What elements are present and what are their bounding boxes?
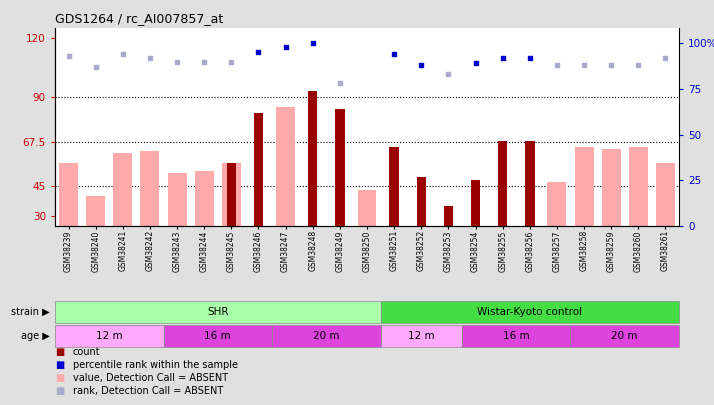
Bar [548,182,566,226]
Bar [253,113,263,226]
Text: 20 m: 20 m [313,331,340,341]
Point [470,60,481,66]
Point [226,58,237,65]
Text: ■: ■ [55,373,64,383]
Bar [381,325,462,347]
Point [253,49,264,55]
Point [198,58,210,65]
Point [171,58,183,65]
Bar [389,147,399,226]
Bar [276,107,295,226]
Text: 16 m: 16 m [503,331,530,341]
Text: rank, Detection Call = ABSENT: rank, Detection Call = ABSENT [73,386,223,396]
Bar [308,92,318,226]
Point [416,62,427,68]
Bar [656,163,675,226]
Bar [222,163,241,226]
Point [524,55,536,61]
Bar [335,109,345,226]
Bar [416,177,426,226]
Point [443,71,454,77]
Text: ■: ■ [55,360,64,370]
Bar [164,325,272,347]
Bar [114,153,132,226]
Point [551,62,563,68]
Point [144,55,156,61]
Point [660,55,671,61]
Text: ■: ■ [55,347,64,357]
Bar [575,147,593,226]
Text: count: count [73,347,101,357]
Bar [443,206,453,226]
Bar [629,147,648,226]
Point [280,44,291,50]
Text: GDS1264 / rc_AI007857_at: GDS1264 / rc_AI007857_at [55,13,223,26]
Text: 12 m: 12 m [96,331,123,341]
Bar [55,301,381,323]
Text: ■: ■ [55,386,64,396]
Bar [358,190,376,226]
Point [117,51,129,58]
Bar [168,173,186,226]
Point [334,80,346,87]
Bar [195,171,213,226]
Bar [141,151,159,226]
Bar [59,163,78,226]
Point [578,62,590,68]
Text: Wistar-Kyoto control: Wistar-Kyoto control [477,307,583,317]
Text: age ▶: age ▶ [21,331,50,341]
Bar [525,141,535,226]
Bar [86,196,105,226]
Bar [462,325,570,347]
Bar [471,181,481,226]
Text: percentile rank within the sample: percentile rank within the sample [73,360,238,370]
Text: 16 m: 16 m [204,331,231,341]
Text: strain ▶: strain ▶ [11,307,50,317]
Bar [55,325,164,347]
Bar [226,163,236,226]
Bar [498,141,508,226]
Point [307,40,318,47]
Bar [381,301,679,323]
Point [90,64,101,70]
Text: 20 m: 20 m [611,331,638,341]
Point [497,55,508,61]
Bar [602,149,620,226]
Bar [570,325,679,347]
Bar [272,325,381,347]
Point [633,62,644,68]
Text: SHR: SHR [207,307,228,317]
Point [63,53,74,59]
Text: value, Detection Call = ABSENT: value, Detection Call = ABSENT [73,373,228,383]
Point [388,51,400,58]
Point [605,62,617,68]
Text: 12 m: 12 m [408,331,435,341]
